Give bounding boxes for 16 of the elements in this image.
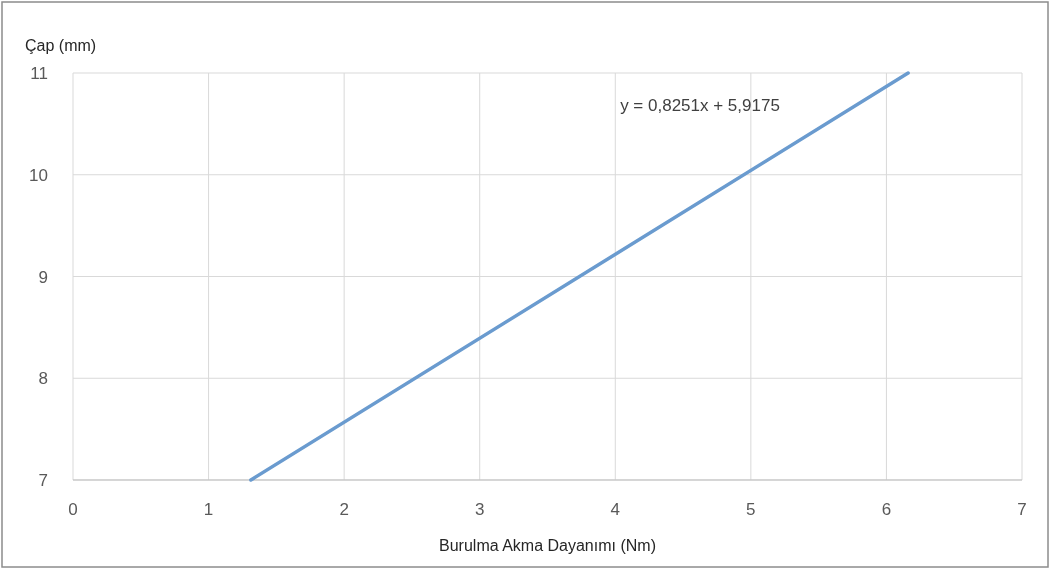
x-tick-label: 0	[68, 500, 78, 519]
y-tick-label: 10	[29, 165, 48, 185]
x-tick-label: 7	[1017, 500, 1027, 519]
x-tick-label: 3	[474, 500, 485, 519]
y-tick-label: 9	[38, 267, 48, 287]
x-tick-label: 5	[746, 500, 756, 519]
x-tick-label: 2	[339, 500, 349, 519]
y-axis-title: Çap (mm)	[25, 37, 97, 54]
x-tick-label: 6	[881, 500, 892, 519]
x-axis-title: Burulma Akma Dayanımı (Nm)	[439, 537, 656, 554]
annotation: y = 0,8251x + 5,9175	[620, 96, 780, 115]
y-tick-label: 11	[30, 64, 48, 83]
x-tick-label: 4	[610, 500, 621, 519]
x-tick-label: 1	[203, 500, 214, 519]
y-tick-label: 7	[38, 471, 48, 490]
y-tick-label: 8	[38, 369, 48, 389]
